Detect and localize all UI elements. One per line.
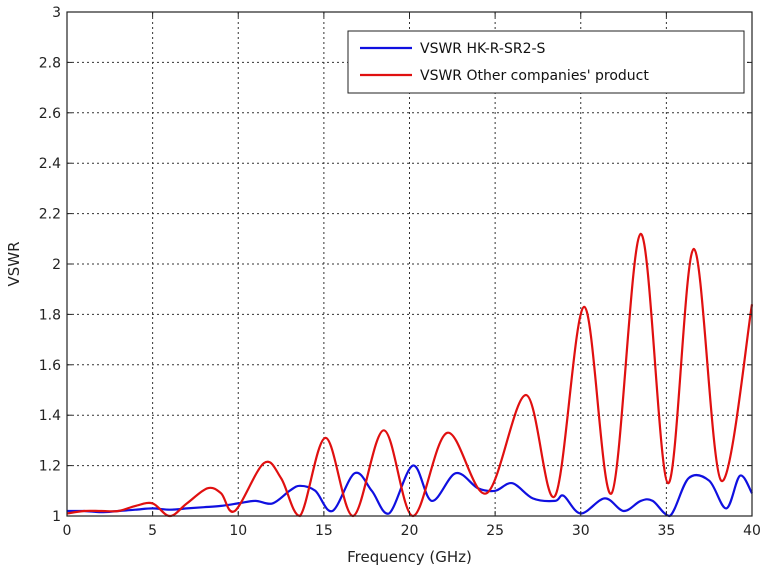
y-tick-label: 2.4	[39, 156, 61, 172]
y-tick-label: 2	[52, 257, 61, 273]
x-tick-label: 20	[401, 523, 419, 539]
x-tick-label: 25	[486, 523, 504, 539]
y-axis-title: VSWR	[5, 241, 23, 286]
y-tick-label: 2.2	[39, 207, 61, 223]
y-tick-label: 1.8	[39, 307, 61, 323]
legend-label-1: VSWR HK-R-SR2-S	[420, 41, 546, 57]
x-tick-label: 35	[657, 523, 675, 539]
y-tick-label: 2.8	[39, 55, 61, 71]
legend-box	[347, 30, 745, 94]
grid-lines	[67, 12, 752, 516]
x-axis-title: Frequency (GHz)	[347, 548, 472, 566]
legend-label-2: VSWR Other companies' product	[420, 68, 649, 84]
y-tick-label: 2.6	[39, 106, 61, 122]
legend: VSWR HK-R-SR2-S VSWR Other companies' pro…	[347, 30, 745, 94]
x-tick-label: 0	[63, 523, 72, 539]
y-tick-label: 1.4	[39, 408, 61, 424]
y-tick-label: 1.2	[39, 459, 61, 475]
x-tick-label: 15	[315, 523, 333, 539]
y-tick-label: 1.6	[39, 358, 61, 374]
x-tick-label: 30	[572, 523, 590, 539]
y-tick-label: 3	[52, 5, 61, 21]
axis-ticks: 0 5 10 15 20 25 30 35 40 1 1.2 1.4 1.6 1.8 2 2.2 2.4 2.6 2…	[39, 5, 761, 539]
x-tick-label: 5	[148, 523, 157, 539]
x-tick-label: 40	[743, 523, 761, 539]
x-tick-label: 10	[229, 523, 247, 539]
y-tick-label: 1	[52, 509, 61, 525]
